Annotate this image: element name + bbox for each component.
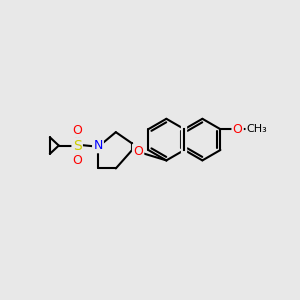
Text: S: S (73, 139, 82, 152)
Text: CH₃: CH₃ (247, 124, 267, 134)
Text: O: O (72, 124, 82, 136)
Text: O: O (233, 123, 243, 136)
Text: O: O (133, 145, 143, 158)
Text: O: O (72, 154, 82, 167)
Text: N: N (93, 139, 103, 152)
